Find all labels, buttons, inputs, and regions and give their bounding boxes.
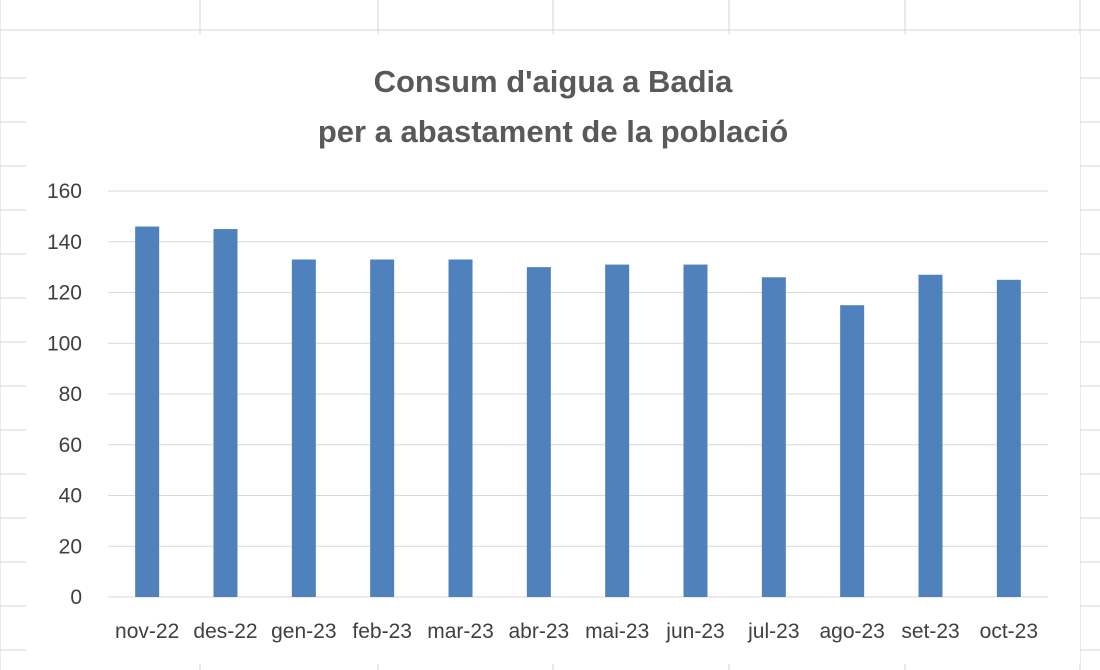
x-tick-label: mai-23 bbox=[585, 620, 649, 643]
bar bbox=[683, 264, 708, 597]
x-tick-label: mar-23 bbox=[427, 620, 494, 643]
x-tick-label: set-23 bbox=[901, 620, 959, 643]
bar bbox=[526, 267, 551, 597]
chart-area[interactable]: Consum d'aigua a Badia per a abastament … bbox=[26, 34, 1080, 664]
bar bbox=[213, 229, 238, 597]
x-tick-label: oct-23 bbox=[980, 620, 1038, 643]
x-tick-label: gen-23 bbox=[271, 620, 336, 643]
y-tick-label: 0 bbox=[70, 586, 82, 609]
y-tick-label: 100 bbox=[47, 332, 82, 355]
x-tick-label: nov-22 bbox=[115, 620, 179, 643]
y-tick-label: 140 bbox=[47, 231, 82, 254]
bar bbox=[605, 264, 630, 597]
y-tick-label: 40 bbox=[59, 485, 82, 508]
bar bbox=[291, 259, 316, 597]
x-tick-label: jun-23 bbox=[665, 620, 724, 643]
bar bbox=[918, 274, 943, 597]
x-tick-label: ago-23 bbox=[819, 620, 884, 643]
x-tick-label: feb-23 bbox=[352, 620, 412, 643]
bar bbox=[996, 279, 1021, 597]
y-tick-label: 20 bbox=[59, 535, 82, 558]
y-tick-label: 60 bbox=[59, 434, 82, 457]
y-tick-label: 160 bbox=[47, 180, 82, 203]
chart-title-line-1: Consum d'aigua a Badia bbox=[373, 64, 733, 99]
bar bbox=[448, 259, 473, 597]
bar bbox=[840, 305, 865, 597]
bar bbox=[370, 259, 395, 597]
bar bbox=[761, 277, 786, 597]
bar bbox=[135, 226, 160, 597]
chart-title-line-2: per a abastament de la població bbox=[317, 114, 789, 149]
plot-area: 0 20 40 60 80 100 120 140 160 nov-22 des-22 gen-23 f… bbox=[47, 180, 1048, 643]
y-tick-label: 80 bbox=[59, 383, 82, 406]
x-tick-label: jul-23 bbox=[747, 620, 799, 643]
y-tick-label: 120 bbox=[47, 282, 82, 305]
x-tick-label: abr-23 bbox=[508, 620, 569, 643]
x-tick-label: des-22 bbox=[193, 620, 257, 643]
